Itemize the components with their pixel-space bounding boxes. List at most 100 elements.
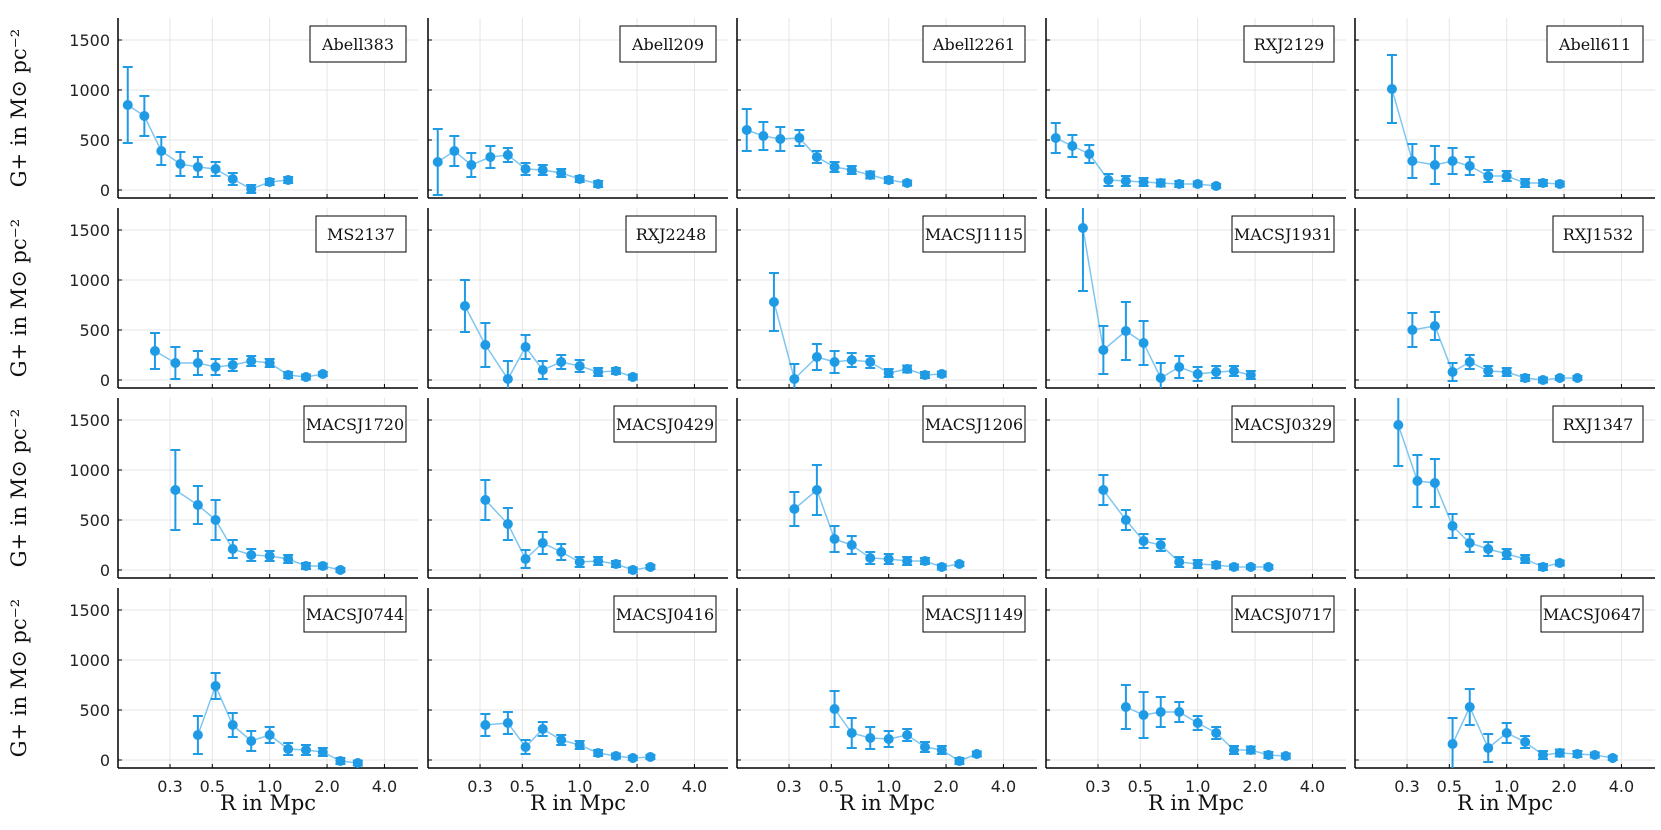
data-point [1520,554,1531,564]
data-point [227,544,238,554]
data-point [432,157,443,167]
data-point [1138,536,1149,546]
data-point [1501,171,1512,181]
data-point [1537,562,1548,572]
data-point [317,561,328,571]
data-point [1245,562,1256,572]
data-point [811,352,822,362]
series-line [793,488,960,568]
data-point [1077,223,1088,233]
series-group [480,711,656,763]
legend-box [303,405,407,443]
data-point [1447,739,1458,749]
data-point [574,557,585,567]
data-point [1501,367,1512,377]
data-point [502,150,513,160]
data-point [537,165,548,175]
data-point [758,131,769,141]
data-point [210,362,221,372]
legend-label: MACSJ0429 [616,415,714,434]
data-point [811,485,822,495]
data-point [480,495,491,505]
data-point [1138,710,1149,720]
series-line [197,683,358,764]
legend-box [1231,215,1335,253]
data-point [449,146,460,156]
data-point [335,756,346,766]
data-point [246,550,257,560]
data-point [1447,521,1458,531]
legend-box [315,215,407,253]
data-point [192,730,203,740]
panel-abell383: 0 500 1000 1500 G+ in M⊙ pc⁻² Abell383 [7,18,418,200]
x-tick-label: 4.0 [991,777,1016,796]
data-point [520,342,531,352]
y-tick-label: 500 [79,511,110,530]
legend-label: RXJ1347 [1563,415,1634,434]
y-tick-label: 500 [79,131,110,150]
data-point [829,162,840,172]
data-point [246,356,257,366]
panel-macsj1931: MACSJ1931 [1045,208,1346,389]
data-point [883,734,894,744]
panel-macsj0329: MACSJ0329 [1045,398,1346,579]
data-point [1155,178,1166,188]
legend-label: RXJ2248 [636,225,707,244]
series-group [789,464,965,572]
data-point [1120,326,1131,336]
data-point [520,164,531,174]
data-point [1098,345,1109,355]
data-point [1211,181,1222,191]
data-point [574,740,585,750]
series-line [773,301,942,381]
data-point [300,561,311,571]
y-axis-title: G+ in M⊙ pc⁻² [7,599,31,757]
data-point [775,134,786,144]
x-tick-label: 4.0 [1300,777,1325,796]
data-point [794,133,805,143]
legend-label: MACSJ0647 [1543,605,1641,624]
data-point [283,744,294,754]
data-point [865,733,876,743]
y-tick-label: 1500 [69,411,110,430]
data-point [1607,753,1618,763]
data-point [1245,745,1256,755]
data-point [300,745,311,755]
data-point [919,742,930,752]
x-tick-label: 0.5 [200,777,225,796]
data-point [1554,748,1565,758]
data-point [466,160,477,170]
series-group [1120,684,1291,761]
data-point [1098,485,1109,495]
x-tick-label: 2.0 [624,777,649,796]
legend-label: Abell383 [321,35,394,54]
data-point [520,554,531,564]
y-tick-label: 0 [100,181,110,200]
legend-box [922,595,1026,633]
series-line [485,722,651,759]
x-axis-title: R in Mpc [530,791,626,815]
data-point [574,174,585,184]
panel-macsj1206: MACSJ1206 [736,398,1037,579]
x-tick-label: 2.0 [314,777,339,796]
series-group [432,128,604,196]
data-point [170,358,181,368]
data-point [556,357,567,367]
data-point [593,179,604,189]
data-point [1192,718,1203,728]
legend-label: MACSJ0744 [306,605,404,624]
data-point [1429,478,1440,488]
data-point [902,364,913,374]
series-line [1412,325,1578,381]
data-point [741,125,752,135]
data-point [246,184,257,194]
data-point [1228,745,1239,755]
data-point [1447,367,1458,377]
y-tick-label: 1000 [69,461,110,480]
y-tick-label: 1000 [69,81,110,100]
data-point [1464,161,1475,171]
data-point [283,554,294,564]
data-point [1211,367,1222,377]
series-group [1393,398,1565,572]
data-point [883,368,894,378]
